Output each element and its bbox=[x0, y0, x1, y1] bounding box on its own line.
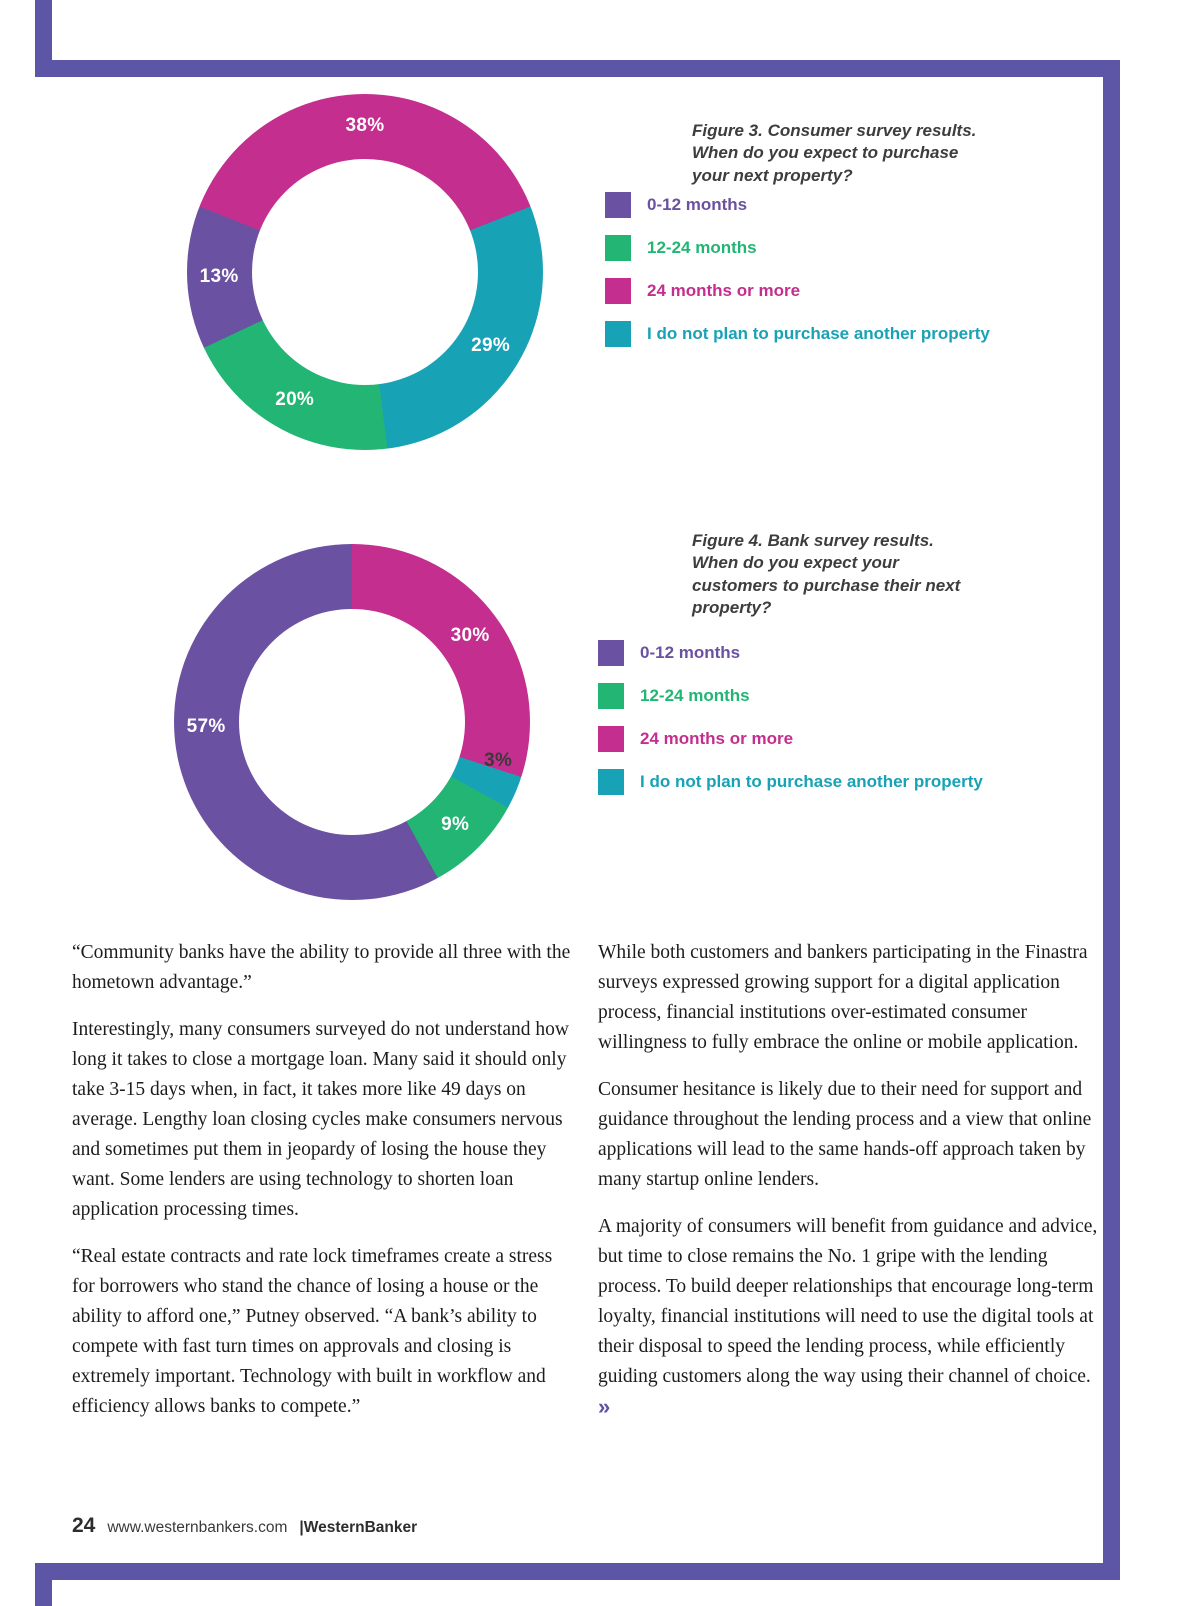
paragraph: Consumer hesitance is likely due to thei… bbox=[598, 1079, 1092, 1190]
donut-segment-label: 38% bbox=[345, 115, 385, 137]
figure4-caption: Figure 4. Bank survey results. When do y… bbox=[692, 531, 961, 618]
legend-swatch bbox=[598, 726, 624, 752]
paragraph-quote: “Community banks have the ability to pro… bbox=[72, 942, 571, 993]
legend-swatch bbox=[598, 769, 624, 795]
legend-swatch bbox=[598, 640, 624, 666]
legend-label: 24 months or more bbox=[647, 281, 801, 300]
continue-chevron-icon: » bbox=[598, 1394, 610, 1419]
legend-label: 12-24 months bbox=[640, 686, 750, 705]
footer-brand: |WesternBanker bbox=[299, 1519, 418, 1536]
legend-item: I do not plan to purchase another proper… bbox=[605, 321, 990, 347]
legend-item: 0-12 months bbox=[605, 192, 990, 218]
donut-chart-figure4: 30% 3% 9% 57% bbox=[174, 544, 530, 900]
donut-segment-label: 9% bbox=[441, 814, 470, 836]
legend-item: 24 months or more bbox=[605, 278, 990, 304]
paragraph-text: A majority of consumers will benefit fro… bbox=[598, 1216, 1098, 1387]
donut-hole bbox=[252, 159, 478, 385]
legend-item: 12-24 months bbox=[605, 235, 990, 261]
figure3-caption: Figure 3. Consumer survey results. When … bbox=[692, 121, 977, 185]
legend-swatch bbox=[605, 235, 631, 261]
legend-label: 12-24 months bbox=[647, 238, 757, 257]
donut-segment-label: 20% bbox=[275, 388, 315, 410]
frame-left-bottom bbox=[35, 1563, 52, 1606]
article-right-column: While both customers and bankers partici… bbox=[598, 938, 1103, 1441]
legend-swatch bbox=[605, 321, 631, 347]
donut-hole bbox=[239, 609, 465, 835]
legend-item: I do not plan to purchase another proper… bbox=[598, 769, 983, 795]
legend-label: I do not plan to purchase another proper… bbox=[640, 772, 983, 791]
legend-label: 0-12 months bbox=[647, 195, 748, 214]
frame-top bbox=[48, 60, 1120, 77]
donut-chart-figure3: 38% 29% 20% 13% bbox=[187, 94, 543, 450]
legend-label: I do not plan to purchase another proper… bbox=[647, 324, 990, 343]
frame-left-top bbox=[35, 0, 52, 77]
frame-bottom bbox=[48, 1563, 1120, 1580]
paragraph-quote: “Real estate contracts and rate lock tim… bbox=[72, 1246, 553, 1417]
donut-segment-label: 29% bbox=[471, 335, 511, 357]
article-left-column: “Community banks have the ability to pro… bbox=[72, 938, 577, 1439]
donut-segment-label: 13% bbox=[199, 265, 239, 287]
figure4-legend: 0-12 months 12-24 months 24 months or mo… bbox=[598, 640, 983, 795]
page-number: 24 bbox=[72, 1514, 96, 1537]
legend-swatch bbox=[598, 683, 624, 709]
paragraph: While both customers and bankers partici… bbox=[598, 942, 1088, 1053]
donut-segment-label: 30% bbox=[450, 625, 490, 647]
donut-segment-label: 57% bbox=[186, 716, 226, 738]
paragraph: A majority of consumers will benefit fro… bbox=[598, 1212, 1103, 1424]
footer-website: www.westernbankers.com bbox=[107, 1519, 288, 1536]
figure3-legend: 0-12 months 12-24 months 24 months or mo… bbox=[605, 192, 990, 347]
page-footer: 24 www.westernbankers.com |WesternBanker bbox=[72, 1514, 417, 1538]
paragraph: Interestingly, many consumers surveyed d… bbox=[72, 1019, 569, 1220]
legend-item: 0-12 months bbox=[598, 640, 983, 666]
legend-swatch bbox=[605, 278, 631, 304]
legend-swatch bbox=[605, 192, 631, 218]
legend-label: 24 months or more bbox=[640, 729, 794, 748]
donut-segment-label: 3% bbox=[484, 750, 513, 772]
legend-item: 24 months or more bbox=[598, 726, 983, 752]
frame-right bbox=[1103, 60, 1120, 1580]
legend-label: 0-12 months bbox=[640, 643, 741, 662]
legend-item: 12-24 months bbox=[598, 683, 983, 709]
